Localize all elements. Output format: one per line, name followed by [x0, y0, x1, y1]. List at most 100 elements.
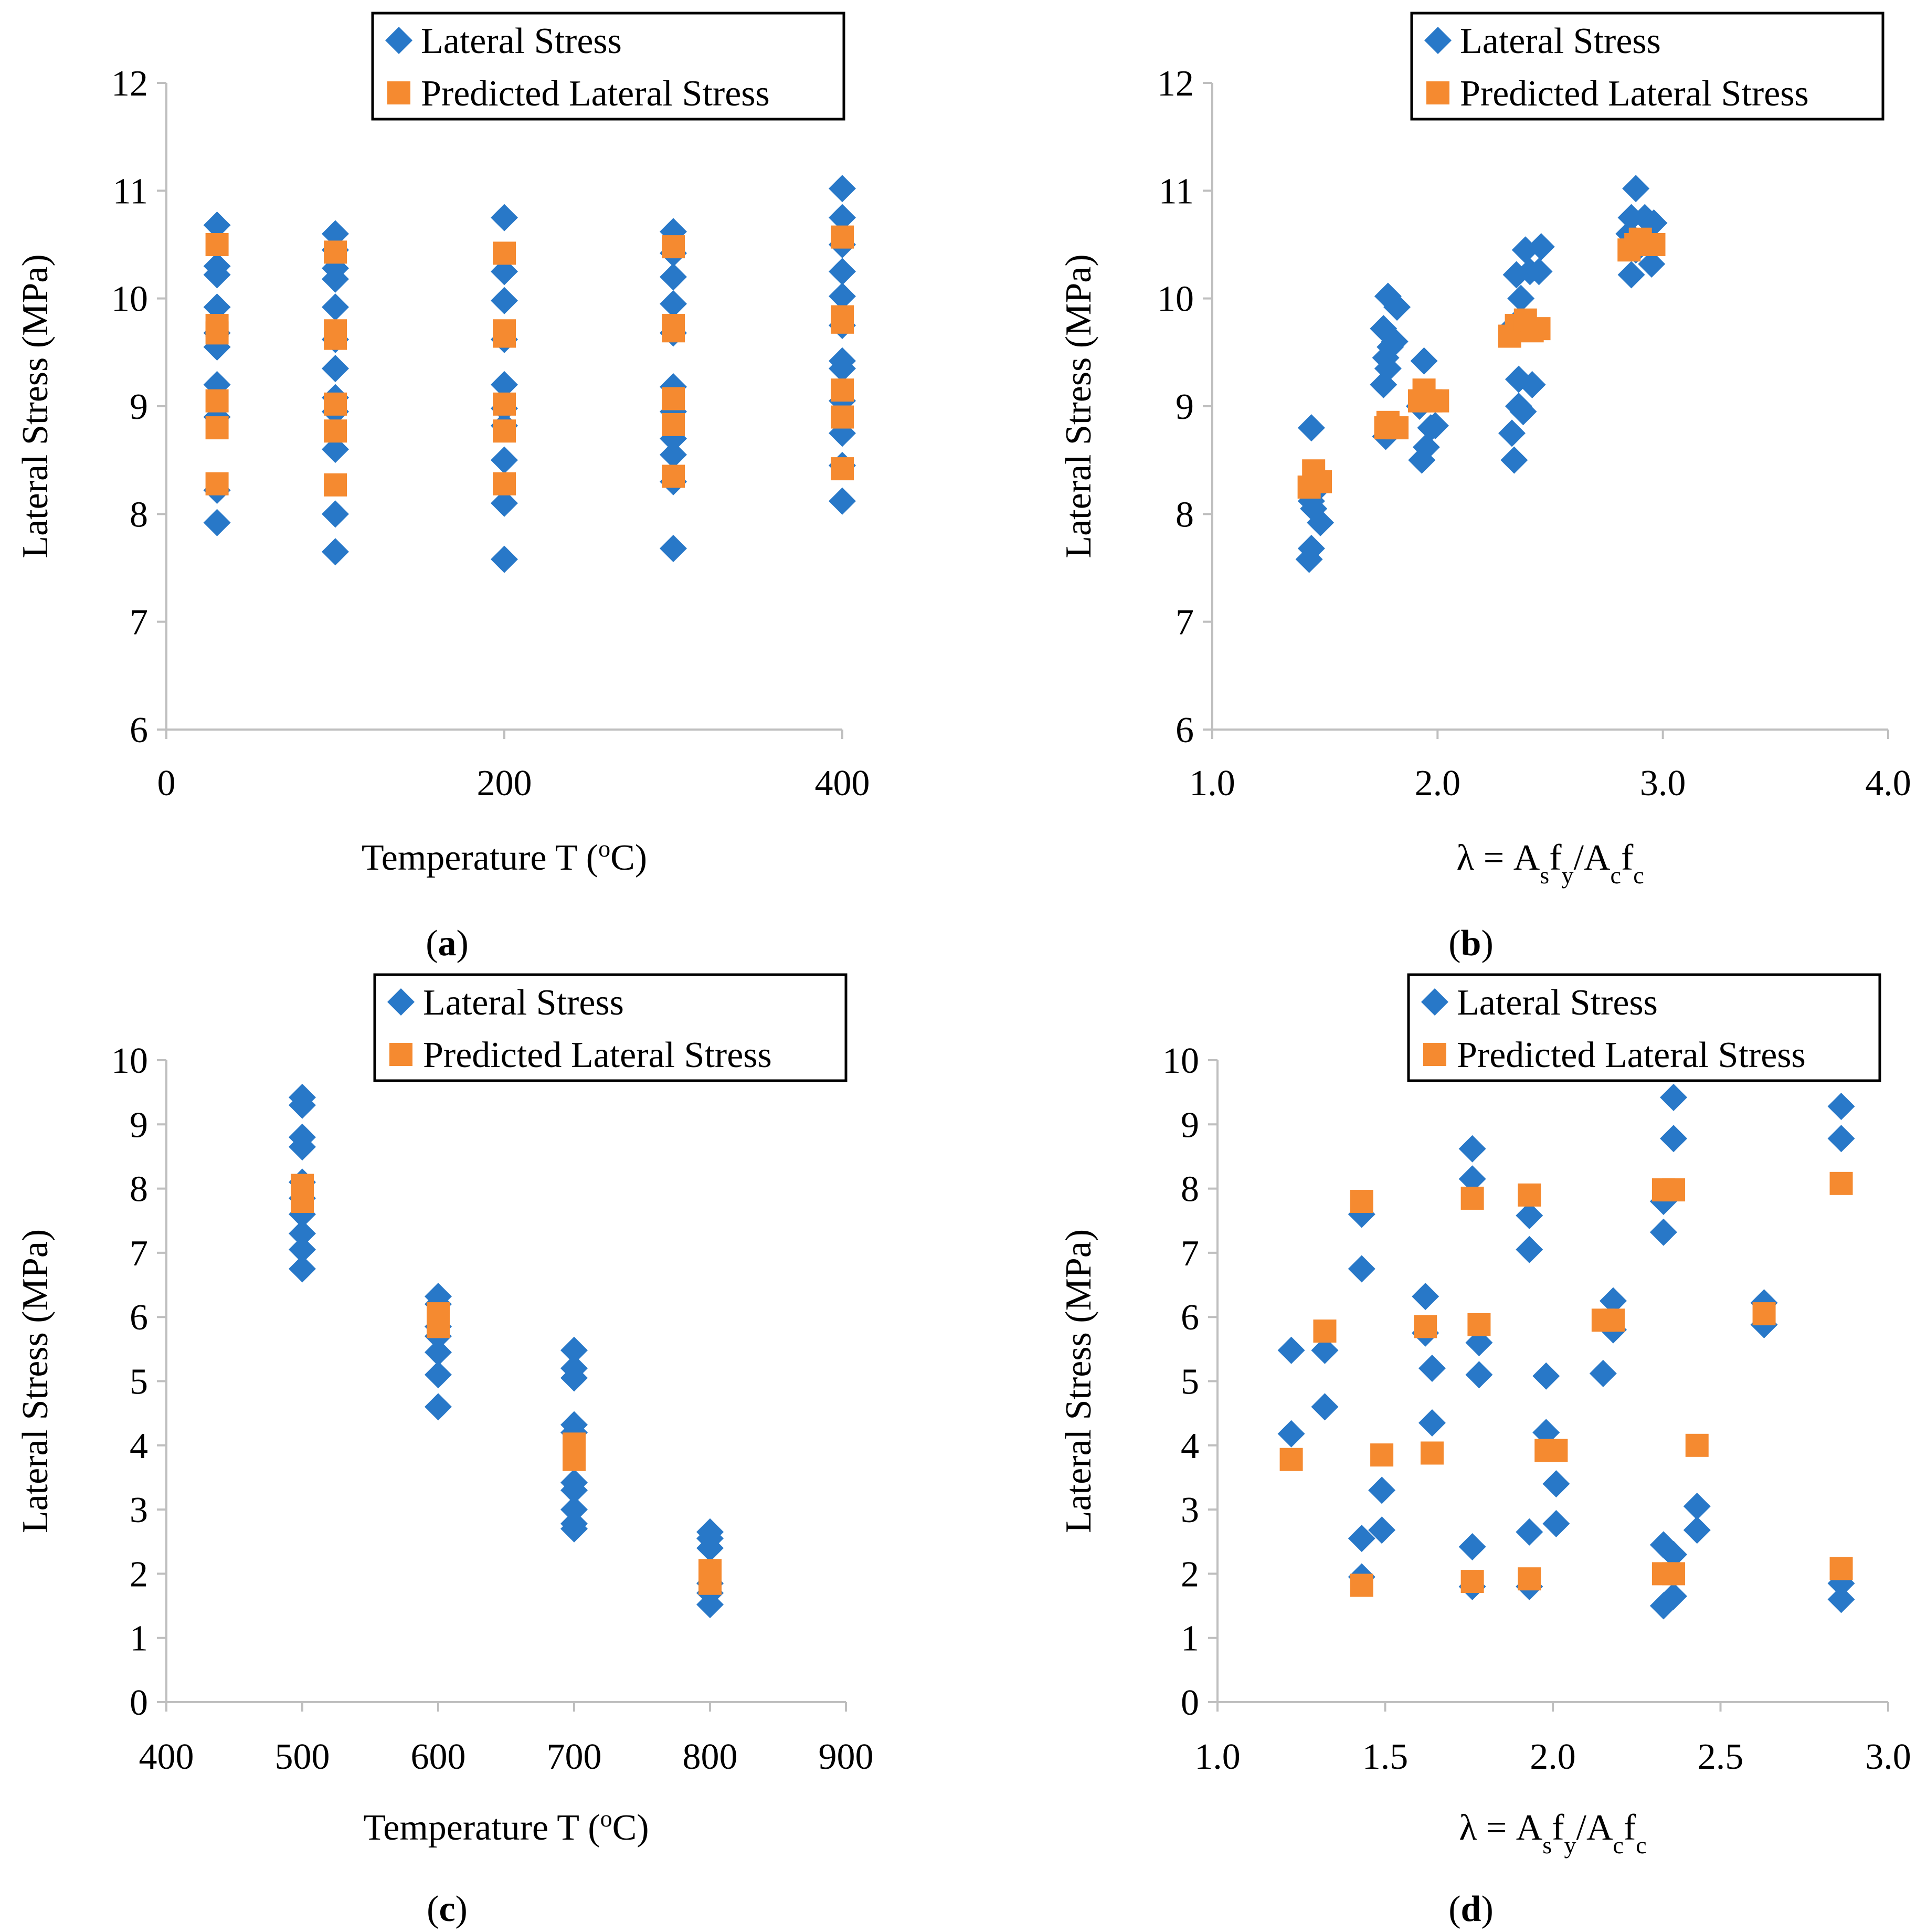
data-point-lateral-stress: [1368, 1476, 1396, 1504]
data-point-predicted-lateral-stress: [1313, 1319, 1337, 1343]
legend-box: [373, 973, 848, 1082]
y-tick-label: 11: [113, 171, 148, 212]
data-point-lateral-stress: [1277, 1336, 1305, 1364]
y-axis-title: Lateral Stress (MPa): [1058, 1229, 1099, 1533]
data-point-lateral-stress: [203, 212, 231, 239]
x-axis-title: Temperature T (oC): [362, 835, 647, 879]
legend: Lateral Stress Predicted Lateral Stress: [371, 12, 845, 121]
y-tick-label: 6: [1181, 1297, 1199, 1338]
legend-box: [1407, 973, 1881, 1082]
legend: Lateral Stress Predicted Lateral Stress: [373, 973, 848, 1082]
y-tick-label: 5: [1181, 1362, 1199, 1402]
data-point-lateral-stress: [1311, 1336, 1339, 1364]
data-point-predicted-lateral-stress: [1527, 317, 1551, 341]
y-tick-label: 6: [1176, 710, 1194, 751]
legend-marker-predicted-lateral-stress: [389, 1043, 412, 1066]
data-point-lateral-stress: [1518, 371, 1546, 398]
data-point-predicted-lateral-stress: [493, 392, 516, 416]
data-point-predicted-lateral-stress: [831, 405, 854, 429]
y-tick-label: 5: [130, 1362, 148, 1402]
data-point-lateral-stress: [1498, 419, 1526, 447]
x-axis-title: Temperature T (oC): [363, 1805, 649, 1849]
x-tick-label: 4.0: [1865, 763, 1911, 804]
legend-label-predicted-lateral-stress: Predicted Lateral Stress: [423, 1035, 772, 1075]
data-point-predicted-lateral-stress: [324, 240, 347, 264]
data-point-lateral-stress: [203, 252, 231, 280]
data-point-predicted-lateral-stress: [1460, 1186, 1484, 1210]
data-point-predicted-lateral-stress: [1829, 1171, 1853, 1195]
data-point-predicted-lateral-stress: [698, 1559, 722, 1582]
data-point-predicted-lateral-stress: [493, 419, 516, 443]
data-point-lateral-stress: [1516, 1201, 1543, 1229]
data-point-lateral-stress: [322, 538, 349, 566]
data-point-predicted-lateral-stress: [1642, 233, 1666, 256]
data-point-lateral-stress: [1638, 250, 1666, 278]
data-point-predicted-lateral-stress: [291, 1174, 314, 1197]
legend-label-lateral-stress: Lateral Stress: [423, 983, 624, 1023]
data-point-lateral-stress: [1368, 1516, 1396, 1544]
data-point-predicted-lateral-stress: [205, 472, 229, 495]
data-point-lateral-stress: [1617, 261, 1645, 289]
data-point-predicted-lateral-stress: [1467, 1313, 1491, 1336]
data-point-predicted-lateral-stress: [1420, 1441, 1444, 1465]
y-tick-label: 7: [1176, 603, 1194, 643]
data-point-predicted-lateral-stress: [831, 457, 854, 481]
data-point-lateral-stress: [491, 446, 518, 474]
data-point-lateral-stress: [1827, 1125, 1855, 1153]
data-point-lateral-stress: [1458, 1135, 1486, 1163]
legend-label-predicted-lateral-stress: Predicted Lateral Stress: [421, 73, 770, 114]
data-point-lateral-stress: [289, 1123, 316, 1151]
data-point-predicted-lateral-stress: [1602, 1308, 1625, 1332]
x-tick-label: 400: [815, 763, 870, 804]
data-point-predicted-lateral-stress: [205, 314, 229, 337]
data-point-lateral-stress: [560, 1496, 588, 1524]
data-point-predicted-lateral-stress: [662, 235, 685, 259]
data-point-predicted-lateral-stress: [831, 225, 854, 249]
legend-marker-predicted-lateral-stress: [1423, 1043, 1446, 1066]
y-tick-label: 0: [1181, 1683, 1199, 1723]
data-point-lateral-stress: [491, 371, 518, 398]
chart-panel-b: 6 7 8 9 10 11 12 1.0 2.0 3.0 4.0 Lateral Stress (MP…: [1058, 12, 1911, 964]
y-tick-label: 3: [130, 1490, 148, 1530]
data-point-predicted-lateral-stress: [1662, 1562, 1686, 1586]
data-point-predicted-lateral-stress: [493, 319, 516, 343]
data-point-predicted-lateral-stress: [205, 389, 229, 413]
data-point-lateral-stress: [322, 500, 349, 528]
data-point-predicted-lateral-stress: [1752, 1302, 1776, 1326]
legend-marker-lateral-stress: [387, 988, 415, 1016]
x-tick-label: 200: [477, 763, 532, 804]
data-point-predicted-lateral-stress: [1370, 1443, 1394, 1467]
data-point-lateral-stress: [1542, 1510, 1570, 1538]
x-tick-label: 800: [683, 1737, 738, 1777]
x-tick-label: 1.0: [1189, 763, 1235, 804]
data-point-lateral-stress: [1683, 1516, 1711, 1544]
data-point-predicted-lateral-stress: [1309, 470, 1332, 493]
data-point-lateral-stress: [829, 487, 856, 515]
panel-label: (a): [426, 923, 469, 964]
y-tick-label: 2: [1181, 1554, 1199, 1595]
y-tick-label: 8: [130, 494, 148, 535]
x-tick-label: 500: [275, 1737, 330, 1777]
data-point-lateral-stress: [660, 263, 687, 291]
x-tick-label: 3.0: [1865, 1737, 1911, 1777]
data-point-lateral-stress: [1297, 414, 1325, 442]
data-point-lateral-stress: [1660, 1125, 1688, 1153]
data-point-lateral-stress: [1418, 1409, 1446, 1437]
data-point-lateral-stress: [1827, 1093, 1855, 1121]
y-tick-label: 12: [111, 64, 148, 104]
data-point-lateral-stress: [289, 1236, 316, 1263]
legend-box: [1410, 12, 1884, 121]
y-tick-label: 12: [1157, 64, 1194, 104]
y-tick-label: 8: [1181, 1169, 1199, 1210]
data-point-predicted-lateral-stress: [493, 241, 516, 265]
data-point-predicted-lateral-stress: [662, 387, 685, 410]
legend: Lateral Stress Predicted Lateral Stress: [1410, 12, 1884, 121]
data-point-lateral-stress: [1649, 1218, 1677, 1246]
data-point-lateral-stress: [1509, 398, 1537, 426]
data-point-lateral-stress: [491, 204, 518, 231]
data-point-predicted-lateral-stress: [563, 1432, 586, 1456]
legend-marker-predicted-lateral-stress: [1426, 81, 1449, 104]
data-point-lateral-stress: [1465, 1361, 1493, 1389]
y-tick-label: 9: [130, 387, 148, 427]
legend-label-lateral-stress: Lateral Stress: [1460, 21, 1661, 61]
